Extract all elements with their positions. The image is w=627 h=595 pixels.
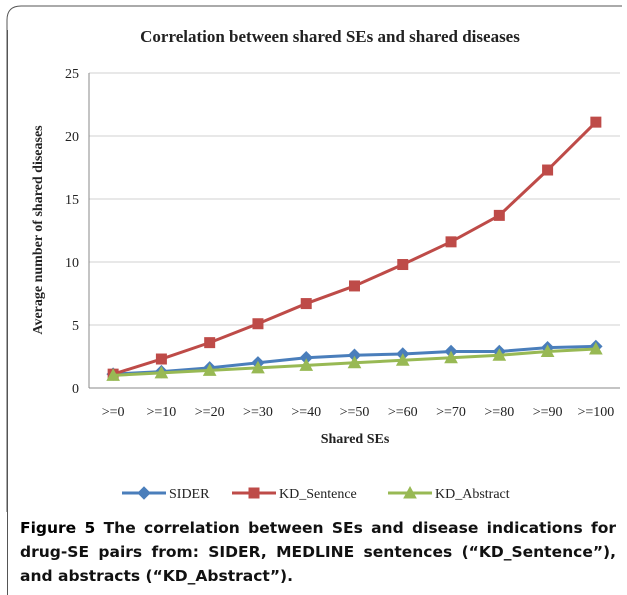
x-tick-label: >=50 xyxy=(340,405,370,420)
chart: Correlation between shared SEs and share… xyxy=(6,5,622,512)
marker xyxy=(349,280,360,292)
y-axis-label: Average number of shared diseases xyxy=(31,125,46,335)
chart-title: Correlation between shared SEs and share… xyxy=(140,27,520,46)
marker xyxy=(403,485,417,499)
x-tick-label: >=70 xyxy=(436,405,466,420)
x-tick-label: >=0 xyxy=(102,405,125,420)
y-tick-label: 5 xyxy=(72,319,79,334)
frame xyxy=(6,5,622,512)
marker xyxy=(395,353,410,366)
marker xyxy=(252,318,264,330)
marker xyxy=(542,164,554,176)
marker xyxy=(445,236,457,248)
marker xyxy=(444,350,458,364)
legend-label: KD_Abstract xyxy=(435,487,510,502)
marker xyxy=(347,355,362,369)
marker xyxy=(251,360,265,374)
x-tick-label: >=40 xyxy=(291,405,321,420)
caption-label: Figure 5 xyxy=(20,519,96,537)
marker xyxy=(590,116,602,128)
x-axis-label: Shared SEs xyxy=(321,432,390,447)
marker xyxy=(589,341,603,355)
y-tick-label: 20 xyxy=(65,130,79,145)
y-tick-label: 25 xyxy=(65,67,79,82)
marker xyxy=(248,487,260,499)
marker xyxy=(492,348,507,361)
x-tick-label: >=10 xyxy=(147,405,177,420)
caption: Figure 5 The correlation between SEs and… xyxy=(20,516,616,588)
y-tick-label: 15 xyxy=(65,193,79,208)
marker xyxy=(493,209,505,221)
marker xyxy=(137,486,151,500)
y-tick-label: 10 xyxy=(65,256,79,271)
marker xyxy=(106,368,120,381)
legend-label: KD_Sentence xyxy=(279,487,357,502)
series-line xyxy=(112,121,597,376)
legend-label: SIDER xyxy=(169,487,210,502)
marker xyxy=(397,259,409,271)
x-tick-label: >=100 xyxy=(577,405,614,420)
frame-left xyxy=(7,30,8,595)
x-tick-label: >=80 xyxy=(484,405,514,420)
caption-text: The correlation between SEs and disease … xyxy=(20,519,617,585)
marker xyxy=(540,344,555,357)
marker xyxy=(204,337,216,349)
marker xyxy=(299,358,314,371)
x-tick-label: >=60 xyxy=(388,405,418,420)
marker xyxy=(300,298,312,310)
x-tick-label: >=20 xyxy=(195,405,225,420)
marker xyxy=(202,363,217,376)
marker xyxy=(155,353,167,365)
marker xyxy=(154,365,169,379)
x-tick-label: >=90 xyxy=(533,405,563,420)
y-tick-label: 0 xyxy=(72,382,79,397)
x-tick-label: >=30 xyxy=(243,405,273,420)
